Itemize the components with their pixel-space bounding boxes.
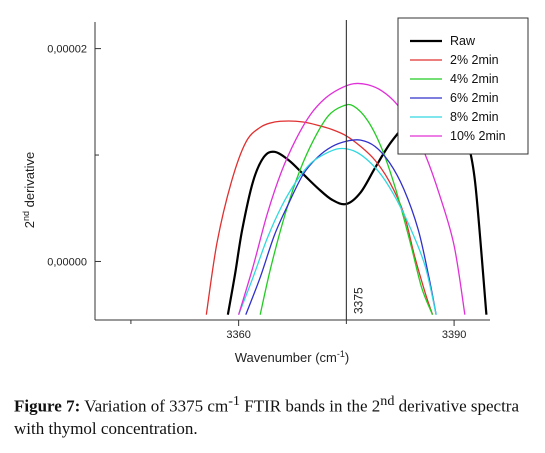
legend-entry: 8% 2min <box>450 110 499 124</box>
x-axis-label: Wavenumber (cm-1) <box>235 349 349 365</box>
legend-entry: 10% 2min <box>450 129 506 143</box>
series-line-8-2min <box>238 147 437 315</box>
legend-entry: 2% 2min <box>450 53 499 67</box>
x-tick-label: 3360 <box>226 329 250 341</box>
y-tick-label: 0,00000 <box>47 256 87 268</box>
legend-entry: 6% 2min <box>450 91 499 105</box>
y-tick-label: 0,00002 <box>47 44 87 56</box>
caption-label: Figure 7: <box>14 396 81 416</box>
ftir-derivative-chart: 3360 3390 0,00000 0,00002 3375 2nd derivati… <box>21 17 529 365</box>
legend: Raw 2% 2min 4% 2min 6% 2min 8% 2min 10% 2min <box>397 17 529 155</box>
reference-line-group: 3375 <box>345 20 365 320</box>
plot-area <box>94 22 490 321</box>
x-tick-label: 3390 <box>442 329 466 341</box>
axis-ticks: 3360 3390 0,00000 0,00002 <box>47 44 466 341</box>
legend-entry: Raw <box>450 34 476 48</box>
y-axis-label: 2nd derivative <box>21 152 37 229</box>
legend-entry: 4% 2min <box>450 72 499 86</box>
series-line-4-2min <box>259 103 434 315</box>
series-line-10-2min <box>238 82 466 315</box>
reference-line-label: 3375 <box>351 287 365 314</box>
figure-caption: Figure 7: Variation of 3375 cm-1 FTIR ba… <box>14 393 520 438</box>
